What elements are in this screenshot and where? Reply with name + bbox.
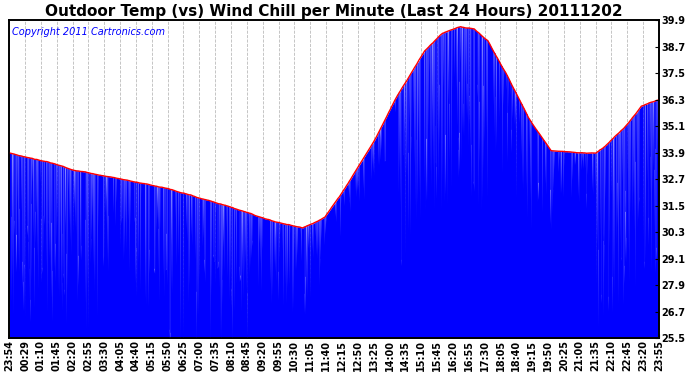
Title: Outdoor Temp (vs) Wind Chill per Minute (Last 24 Hours) 20111202: Outdoor Temp (vs) Wind Chill per Minute … bbox=[46, 4, 623, 19]
Text: Copyright 2011 Cartronics.com: Copyright 2011 Cartronics.com bbox=[12, 27, 166, 37]
